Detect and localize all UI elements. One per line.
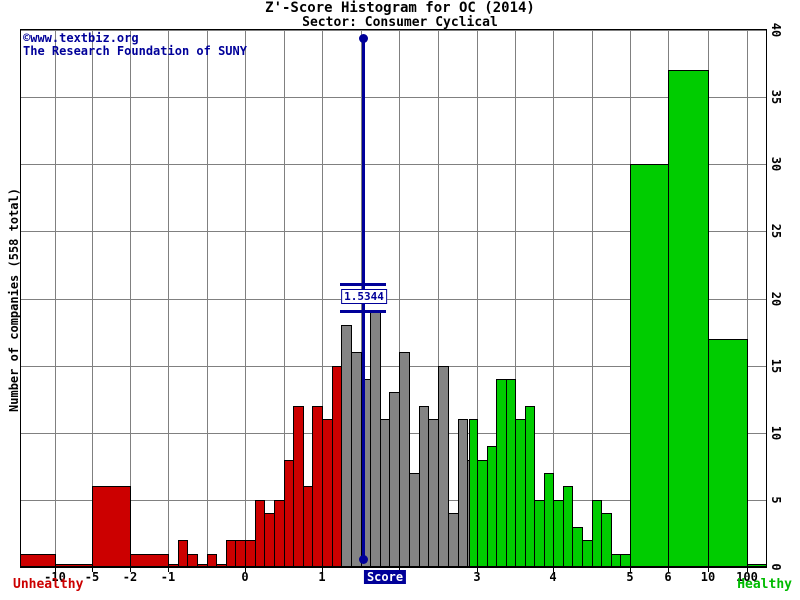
x-tick-mark [245,568,246,572]
gridline-horizontal [21,231,766,232]
marker-top-dot [359,34,368,43]
chart-subtitle: Sector: Consumer Cyclical [302,15,498,30]
gridline-vertical [284,30,285,566]
gridline-vertical [168,30,169,566]
y-axis-title: Number of companies (558 total) [7,188,21,412]
x-tick-label: -1 [160,570,176,584]
x-tick-label: 10 [700,570,716,584]
x-tick-mark [668,568,669,572]
gridline-vertical [130,30,131,566]
x-tick-label: 0 [241,570,249,584]
y-tick-label: 25 [769,223,783,239]
y-tick-label: 15 [769,358,783,374]
x-tick-label: 4 [549,570,557,584]
healthy-zone-label: Healthy [737,577,792,592]
gridline-vertical [747,30,748,566]
histogram-bar [630,164,669,567]
y-tick-label: 20 [769,291,783,307]
gridline-horizontal [21,299,766,300]
gridline-vertical [207,30,208,566]
x-tick-label: 100 [736,570,758,584]
x-tick-mark [708,568,709,572]
x-tick-mark [322,568,323,572]
x-tick-mark [553,568,554,572]
gridline-horizontal [21,97,766,98]
x-tick-mark [747,568,748,572]
gridline-vertical [322,30,323,566]
x-axis-line [20,566,767,568]
x-tick-mark [130,568,131,572]
x-tick-label: 3 [473,570,481,584]
gridline-vertical [553,30,554,566]
x-tick-mark [477,568,478,572]
y-tick-label: 0 [769,563,783,571]
y-tick-label: 10 [769,425,783,441]
histogram-bar [708,339,748,567]
gridline-vertical [477,30,478,566]
y-tick-label: 40 [769,22,783,38]
y-tick-label: 5 [769,496,783,504]
page-title: Z'-Score Histogram for OC (2014) [265,0,535,16]
gridline-horizontal [21,30,766,31]
x-tick-label: 5 [626,570,634,584]
histogram-bar [668,70,709,567]
gridline-vertical [399,30,400,566]
marker-upper-bracket [340,283,386,286]
gridline-vertical [92,30,93,566]
x-tick-mark [55,568,56,572]
x-tick-mark [92,568,93,572]
y-tick-label: 35 [769,89,783,105]
x-tick-mark [168,568,169,572]
gridline-horizontal [21,366,766,367]
gridline-vertical [515,30,516,566]
x-tick-label: -5 [84,570,100,584]
gridline-vertical [592,30,593,566]
watermark-url: ©www.textbiz.org [23,31,139,45]
unhealthy-zone-label: Unhealthy [13,577,84,592]
x-tick-label: 1 [318,570,326,584]
gridline-vertical [55,30,56,566]
gridline-vertical [438,30,439,566]
gridline-horizontal [21,164,766,165]
watermark-foundation: The Research Foundation of SUNY [23,44,247,58]
x-tick-label: -10 [44,570,66,584]
marker-lower-bracket [340,310,386,313]
gridline-vertical [245,30,246,566]
marker-bottom-dot [359,555,368,564]
marker-value-label: 1.5344 [341,289,387,304]
x-axis-title: Score [363,570,407,584]
x-tick-mark [630,568,631,572]
histogram-bar [92,486,131,567]
x-tick-label: 6 [664,570,672,584]
x-tick-label: -2 [122,570,138,584]
y-tick-label: 30 [769,156,783,172]
